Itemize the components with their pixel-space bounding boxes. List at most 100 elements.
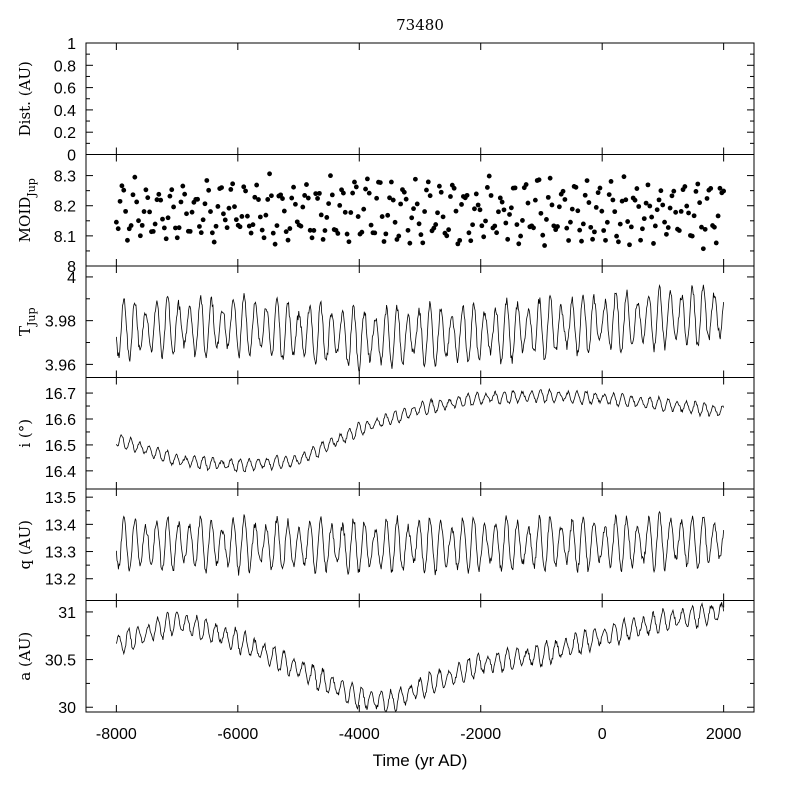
data-point-moid [139,222,145,228]
data-point-moid [239,214,245,219]
data-point-moid [721,188,727,194]
data-point-moid [424,187,429,193]
data-point-moid [147,209,152,215]
data-point-moid [488,193,494,198]
data-point-moid [435,210,440,216]
data-point-moid [662,219,667,225]
data-point-moid [250,222,256,228]
data-point-moid [388,179,394,185]
y-axis-label-moid: MOIDJup [16,178,38,242]
data-point-moid [405,227,411,233]
panel-a: 30 30.5 31 a (AU) [16,600,755,717]
data-point-moid [658,188,664,194]
data-point-moid [383,231,389,237]
data-point-moid [595,190,601,196]
y-tick-label-a: 30.5 [45,653,76,670]
data-point-moid [556,204,562,210]
data-point-moid [291,184,296,190]
data-point-moid [676,228,682,233]
series-line-q [115,510,725,576]
data-point-moid [387,195,392,201]
data-point-moid [459,202,464,207]
data-point-moid [713,240,719,246]
data-point-moid [446,227,452,233]
chart-panels: 0 0.2 0.4 0.6 0.8 1 Dist. (AU) 8 8.1 8.2 8.3 MOIDJu… [16,36,755,717]
data-point-moid [588,224,594,230]
data-point-moid [311,228,317,233]
data-point-moid [226,205,232,211]
data-point-moid [130,192,136,198]
data-point-moid [414,201,420,207]
data-point-moid [269,193,274,199]
data-point-moid [427,193,433,199]
data-point-moid [604,219,610,225]
data-point-moid [128,223,134,228]
data-point-moid [289,195,295,201]
data-point-moid [197,224,202,229]
data-point-moid [640,226,645,232]
data-point-moid [577,227,583,233]
data-point-moid [532,197,538,203]
data-point-moid [647,203,653,209]
data-point-moid [379,214,385,219]
data-point-moid [409,215,415,221]
data-point-moid [300,204,306,210]
data-point-moid [257,214,263,220]
data-point-moid [470,222,476,228]
data-point-moid [211,239,217,245]
data-point-moid [700,246,706,252]
data-point-moid [115,226,121,232]
panel-frame-moid [85,154,755,267]
data-point-moid [189,209,195,215]
data-point-moid [113,219,119,225]
data-point-moid [486,173,492,179]
data-point-moid [599,208,605,214]
data-point-moid [335,231,341,236]
data-point-moid [278,192,284,198]
data-point-moid [619,198,625,204]
data-point-moid [610,197,616,203]
data-point-moid [516,241,522,247]
data-point-moid [136,218,141,224]
data-point-moid [531,225,536,231]
data-point-moid [436,183,442,189]
data-point-moid [566,238,571,243]
data-point-moid [206,187,212,193]
y-tick-label-incl: 16.7 [45,386,76,403]
data-point-moid [202,201,208,207]
data-point-moid [699,224,704,230]
data-point-moid [507,212,512,217]
data-point-moid [298,223,304,229]
data-point-moid [263,212,269,218]
data-point-moid [614,233,619,239]
data-point-moid [368,222,374,228]
data-point-moid [590,236,595,242]
data-point-moid [355,214,361,219]
x-tick-label: 0 [598,726,607,743]
data-point-moid [252,194,258,200]
data-point-moid [438,189,444,195]
data-point-moid [245,213,250,219]
x-tick-label: -4000 [339,726,380,743]
data-point-moid [318,212,324,218]
data-point-moid [160,216,165,222]
data-point-moid [280,196,285,201]
data-point-moid [568,219,573,225]
data-point-moid [374,195,380,201]
data-point-moid [173,225,178,231]
data-point-moid [243,188,248,194]
data-point-moid [364,176,370,182]
panel-frame-q [85,488,755,601]
data-point-moid [593,205,599,210]
data-point-moid [538,210,544,216]
data-point-moid [267,171,272,177]
data-point-moid [137,233,143,239]
data-point-moid [416,221,422,227]
data-point-moid [324,215,330,220]
data-point-moid [171,204,176,210]
data-point-moid [121,187,127,193]
data-point-moid [337,202,343,208]
data-point-moid [717,185,723,191]
data-point-moid [222,217,228,223]
